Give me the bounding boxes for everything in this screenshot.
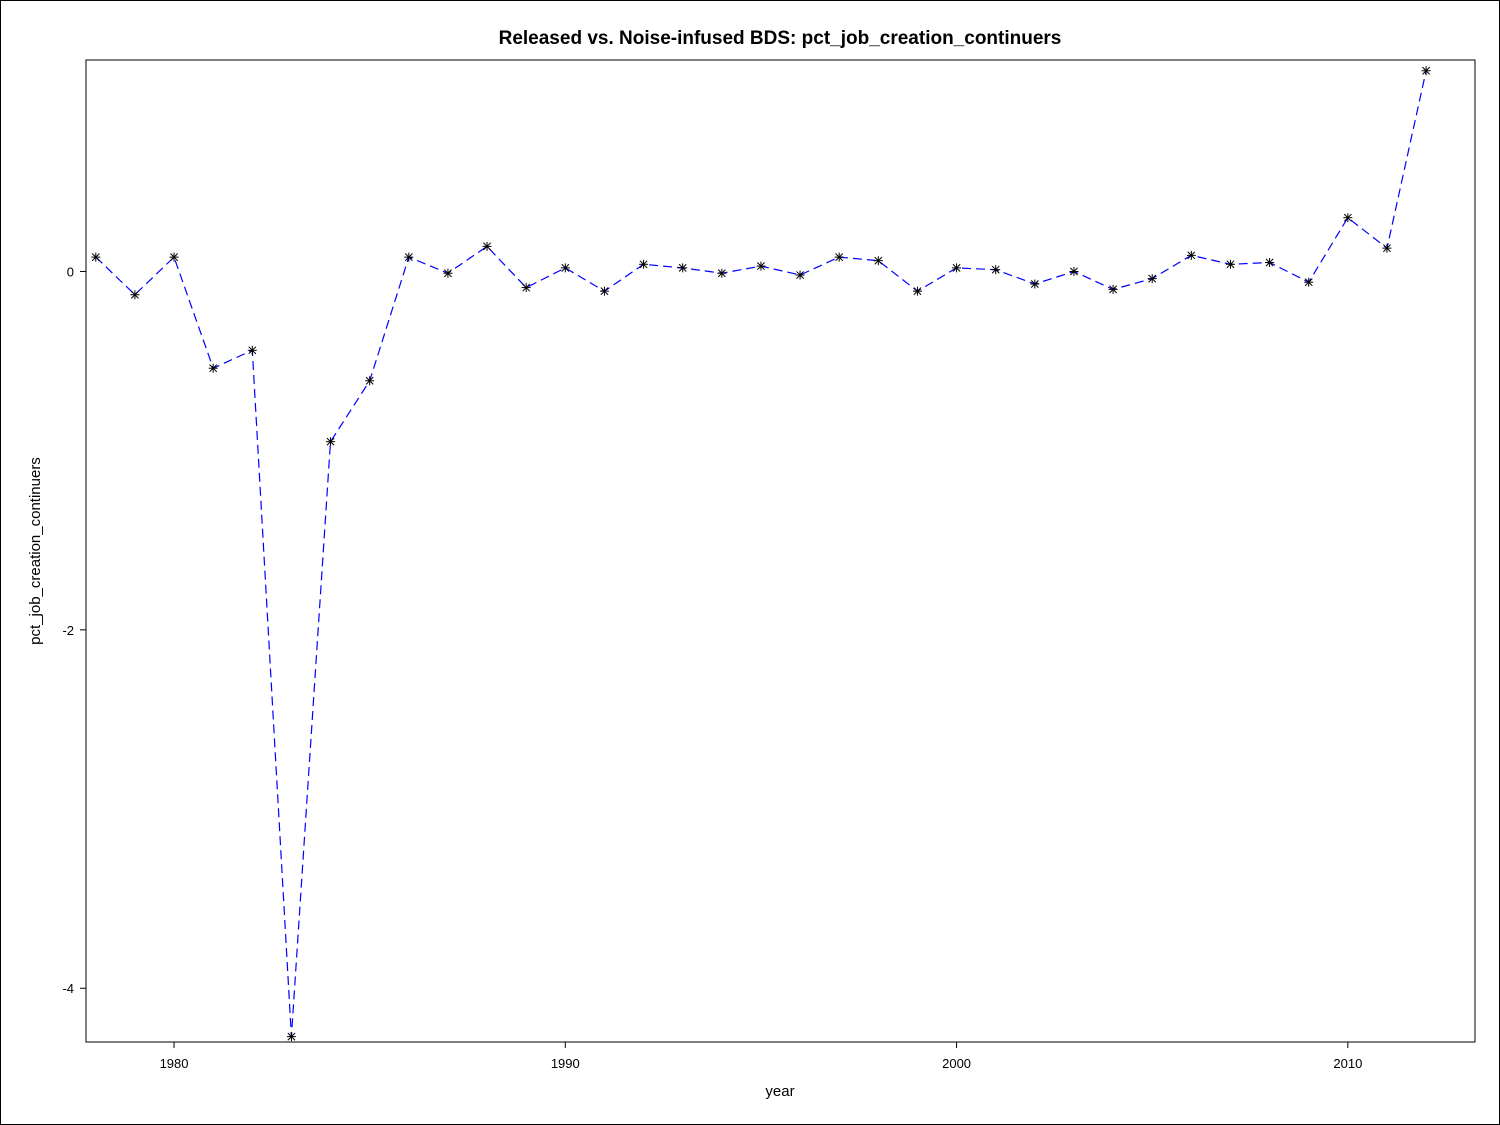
y-tick-label: -2 (62, 623, 74, 638)
data-point (365, 376, 375, 386)
x-tick-label: 2010 (1333, 1056, 1362, 1071)
y-tick-label: -4 (62, 981, 74, 996)
data-point (326, 437, 336, 447)
data-point (521, 283, 531, 293)
data-point (952, 263, 962, 273)
data-point (1382, 243, 1392, 253)
data-point (443, 268, 453, 278)
data-point (404, 252, 414, 262)
data-point (1147, 274, 1157, 284)
data-point (1069, 266, 1079, 276)
data-point (1304, 277, 1314, 287)
plot-area (85, 59, 1476, 1043)
data-point (1421, 66, 1431, 76)
data-point (991, 265, 1001, 275)
data-point (795, 270, 805, 280)
x-tick-label: 2000 (942, 1056, 971, 1071)
data-point (639, 259, 649, 269)
x-axis: 1980 1990 2000 2010 (160, 1042, 1362, 1071)
data-point (482, 241, 492, 251)
y-axis: 0 -2 -4 (62, 264, 86, 996)
data-point (1225, 259, 1235, 269)
data-point (1186, 250, 1196, 260)
data-point (1265, 257, 1275, 267)
x-tick-label: 1990 (551, 1056, 580, 1071)
data-point (1030, 279, 1040, 289)
series-layer (91, 66, 1431, 1042)
data-point (717, 268, 727, 278)
data-point (873, 256, 883, 266)
x-axis-title: year (765, 1083, 794, 1100)
y-tick-label: 0 (67, 264, 74, 279)
data-point (1343, 213, 1353, 223)
data-point (91, 252, 101, 262)
data-point (756, 261, 766, 271)
data-point (834, 252, 844, 262)
data-point (130, 290, 140, 300)
series-line (95, 70, 1427, 1037)
y-axis-title: pct_job_creation_continuers (27, 457, 44, 645)
data-point (912, 286, 922, 296)
data-point (208, 363, 218, 373)
data-point (169, 252, 179, 262)
data-point (247, 345, 257, 355)
data-point (678, 263, 688, 273)
data-point (560, 263, 570, 273)
data-point (599, 286, 609, 296)
data-point (286, 1032, 296, 1042)
chart-title: Released vs. Noise-infused BDS: pct_job_… (499, 28, 1062, 49)
data-point (1108, 284, 1118, 294)
x-tick-label: 1980 (160, 1056, 189, 1071)
